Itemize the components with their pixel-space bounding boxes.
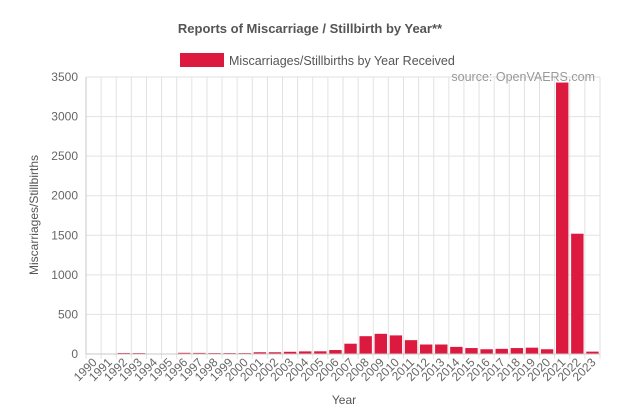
legend-swatch (180, 53, 224, 67)
legend-label: Miscarriages/Stillbirths by Year Receive… (229, 54, 455, 68)
x-axis-ticks: 1990199119921993199419951996199719981999… (71, 355, 599, 384)
bar-2015[interactable] (465, 348, 478, 354)
bar-2005[interactable] (314, 351, 327, 354)
bar-2023[interactable] (586, 351, 599, 354)
bar-2011[interactable] (404, 340, 418, 354)
bar-2016[interactable] (480, 349, 493, 354)
bar-2019[interactable] (525, 347, 539, 354)
bar-2021[interactable] (556, 82, 569, 354)
y-axis-title: Miscarriages/Stillbirths (27, 155, 41, 275)
bar-1992[interactable] (117, 352, 130, 354)
bar-2017[interactable] (495, 348, 508, 354)
chart-title: Reports of Miscarriage / Stillbirth by Y… (178, 21, 443, 36)
bar-2008[interactable] (359, 336, 372, 354)
bar-2018[interactable] (510, 348, 524, 354)
y-axis-ticks: 0 500 1000 1500 2000 2500 3000 3500 (51, 70, 78, 361)
bar-2007[interactable] (344, 343, 357, 354)
bar-2020[interactable] (540, 349, 554, 354)
bar-2010[interactable] (389, 335, 403, 354)
bar-2002[interactable] (268, 352, 282, 354)
bar-2006[interactable] (329, 350, 342, 354)
gridlines (85, 76, 601, 359)
bar-2012[interactable] (419, 344, 433, 355)
bar-2009[interactable] (374, 333, 387, 354)
bar-1996[interactable] (178, 352, 191, 354)
x-axis-title: Year (332, 393, 356, 407)
y-tick-label: 0 (71, 347, 78, 361)
bar-1997[interactable] (193, 352, 206, 354)
y-tick-label: 1500 (51, 228, 78, 242)
legend[interactable]: Miscarriages/Stillbirths by Year Receive… (180, 53, 455, 68)
bar-2022[interactable] (571, 233, 584, 354)
y-tick-label: 2500 (51, 149, 78, 163)
y-tick-label: 1000 (51, 268, 78, 282)
bar-2003[interactable] (283, 351, 297, 354)
bar-2004[interactable] (299, 351, 312, 354)
y-tick-label: 2000 (51, 189, 78, 203)
y-tick-label: 3000 (51, 110, 78, 124)
bars (87, 82, 599, 355)
y-tick-label: 500 (58, 307, 78, 321)
bar-2013[interactable] (435, 344, 448, 355)
bar-2014[interactable] (450, 346, 463, 354)
bar-2001[interactable] (253, 352, 267, 354)
source-annotation: source: OpenVAERS.com (451, 70, 595, 84)
y-tick-label: 3500 (51, 70, 78, 84)
